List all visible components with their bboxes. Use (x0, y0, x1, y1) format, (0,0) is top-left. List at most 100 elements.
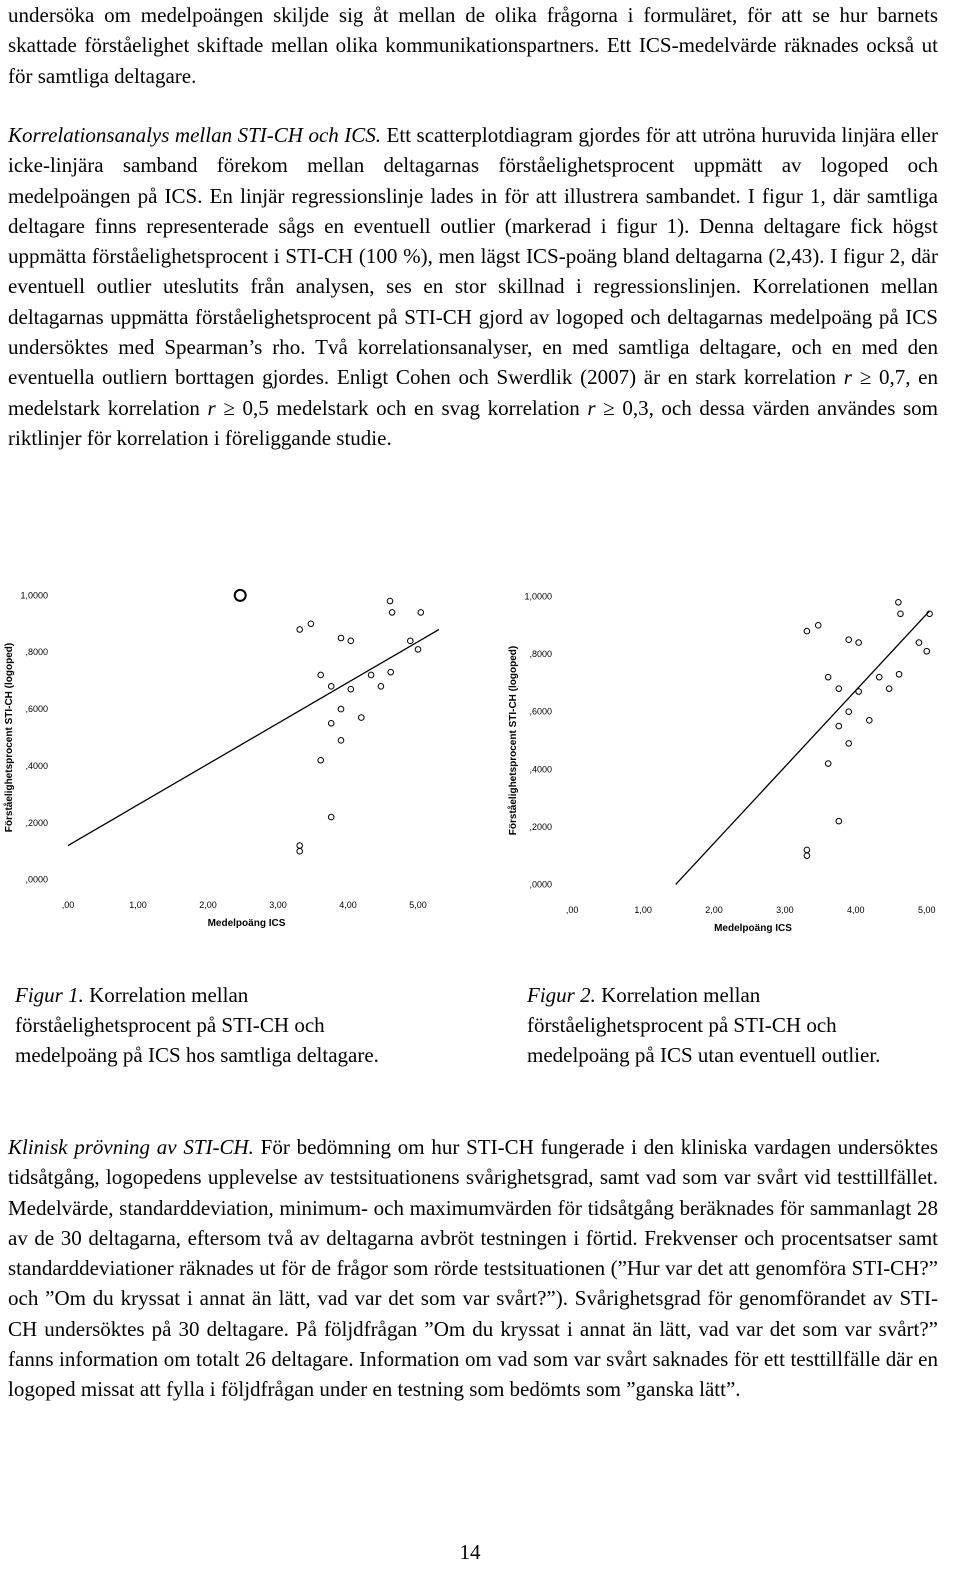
outlier-point (233, 588, 247, 602)
page-number: 14 (459, 1540, 481, 1564)
y-tick-label: ,2000 (25, 818, 48, 828)
paragraph: undersöka om medelpoängen skiljde sig åt… (8, 0, 938, 91)
point (845, 636, 853, 644)
y-tick-label: ,0000 (529, 879, 552, 889)
text: Korrelation mellan förståelighetsprocent… (15, 983, 379, 1067)
point (865, 717, 873, 724)
y-tick-label: ,6000 (25, 704, 48, 714)
x-tick-label: 5,00 (409, 900, 427, 910)
point (377, 683, 385, 690)
italic-text: Korrelationsanalys mellan STI-CH och ICS… (8, 123, 382, 147)
point (296, 626, 304, 633)
point (296, 842, 304, 849)
point (407, 637, 414, 645)
point (388, 609, 396, 616)
point (824, 760, 832, 767)
x-tick-label: ,00 (566, 905, 579, 915)
point (307, 620, 315, 628)
point (347, 685, 355, 693)
text: Korrelation mellan förståelighetsprocent… (527, 983, 881, 1067)
regression-line (675, 610, 931, 885)
y-tick-label: ,0000 (25, 875, 48, 885)
text: För bedömning om hur STI-CH fungerade i … (8, 1135, 938, 1402)
point (895, 670, 903, 678)
y-tick-label: ,2000 (529, 822, 552, 832)
paragraph: Klinisk prövning av STI-CH. För bedömnin… (8, 1132, 938, 1405)
x-tick-label: 4,00 (847, 905, 865, 915)
italic-text: Figur 2. (527, 983, 596, 1007)
point (835, 685, 843, 692)
text: ≥ 0,7, en medelstark korrelation (8, 365, 938, 420)
italic-text: Figur 1. (15, 983, 84, 1007)
point (317, 671, 325, 679)
y-tick-label: ,8000 (25, 647, 48, 657)
point (358, 714, 365, 721)
point (895, 598, 902, 606)
point (845, 708, 853, 716)
point (835, 817, 843, 825)
figures: ,0000 ,2000 ,4000 ,6000 ,8000 1,0000 ,00 1,00 2,… (3, 588, 936, 934)
point (337, 737, 345, 744)
point (885, 685, 893, 692)
paragraph: Korrelationsanalys mellan STI-CH och ICS… (8, 120, 938, 453)
y-tick-label: 1,0000 (20, 590, 48, 600)
point (855, 639, 862, 646)
x-axis-title: Medelpoäng ICS (208, 918, 286, 929)
point (915, 639, 923, 646)
point (803, 846, 811, 854)
italic-text: r (843, 365, 852, 390)
figure-caption: Figur 2. Korrelation mellan förståelighe… (527, 980, 927, 1070)
point (337, 705, 345, 713)
y-tick-label: 1,0000 (524, 592, 552, 602)
x-tick-label: 2,00 (199, 900, 217, 910)
y-axis-title: Förståelighetsprocent STI-CH (logoped) (507, 646, 519, 835)
point (824, 673, 832, 681)
italic-text: r (207, 395, 216, 420)
y-tick-label: ,6000 (529, 707, 552, 717)
y-tick-label: ,4000 (529, 764, 552, 774)
x-tick-label: 4,00 (339, 900, 357, 910)
y-tick-label: ,4000 (25, 761, 48, 771)
regression-line (67, 628, 439, 847)
point (414, 646, 422, 653)
text: ≥ 0,5 medelstark och en svag korrelation (215, 395, 588, 420)
y-axis-title: Förståelighetsprocent STI-CH (logoped) (3, 643, 15, 832)
point (855, 688, 862, 695)
point (387, 668, 395, 676)
point (327, 719, 335, 727)
point (327, 813, 335, 821)
italic-text: Klinisk prövning av STI-CH. (8, 1135, 254, 1159)
text: Ett scatterplotdiagram gjordes för att u… (8, 123, 938, 390)
italic-text: r (587, 395, 596, 420)
text: undersöka om medelpoängen skiljde sig åt… (8, 3, 938, 88)
x-tick-label: 3,00 (776, 905, 794, 915)
text: ≥ 0,3, och dessa värden användes som rik… (8, 395, 939, 450)
x-tick-label: 5,00 (918, 905, 936, 915)
x-tick-label: ,00 (62, 900, 75, 910)
point (814, 622, 822, 629)
point (386, 597, 394, 605)
x-tick-label: 3,00 (269, 900, 287, 910)
point (845, 740, 853, 747)
point (317, 756, 325, 764)
figure-caption: Figur 1. Korrelation mellan förståelighe… (15, 980, 415, 1070)
x-tick-label: 1,00 (129, 900, 147, 910)
point (367, 671, 375, 679)
point (803, 852, 811, 859)
point (347, 637, 355, 645)
point (897, 610, 904, 618)
point (417, 609, 425, 616)
x-tick-label: 2,00 (705, 905, 723, 915)
point (296, 847, 304, 855)
x-tick-label: 1,00 (634, 905, 652, 915)
y-tick-label: ,8000 (529, 649, 552, 659)
point (923, 647, 931, 655)
point (875, 673, 883, 681)
point (835, 722, 843, 730)
x-axis-title: Medelpoäng ICS (714, 923, 792, 934)
point (327, 683, 335, 690)
point (337, 634, 345, 642)
point (803, 627, 811, 635)
point (926, 610, 933, 618)
